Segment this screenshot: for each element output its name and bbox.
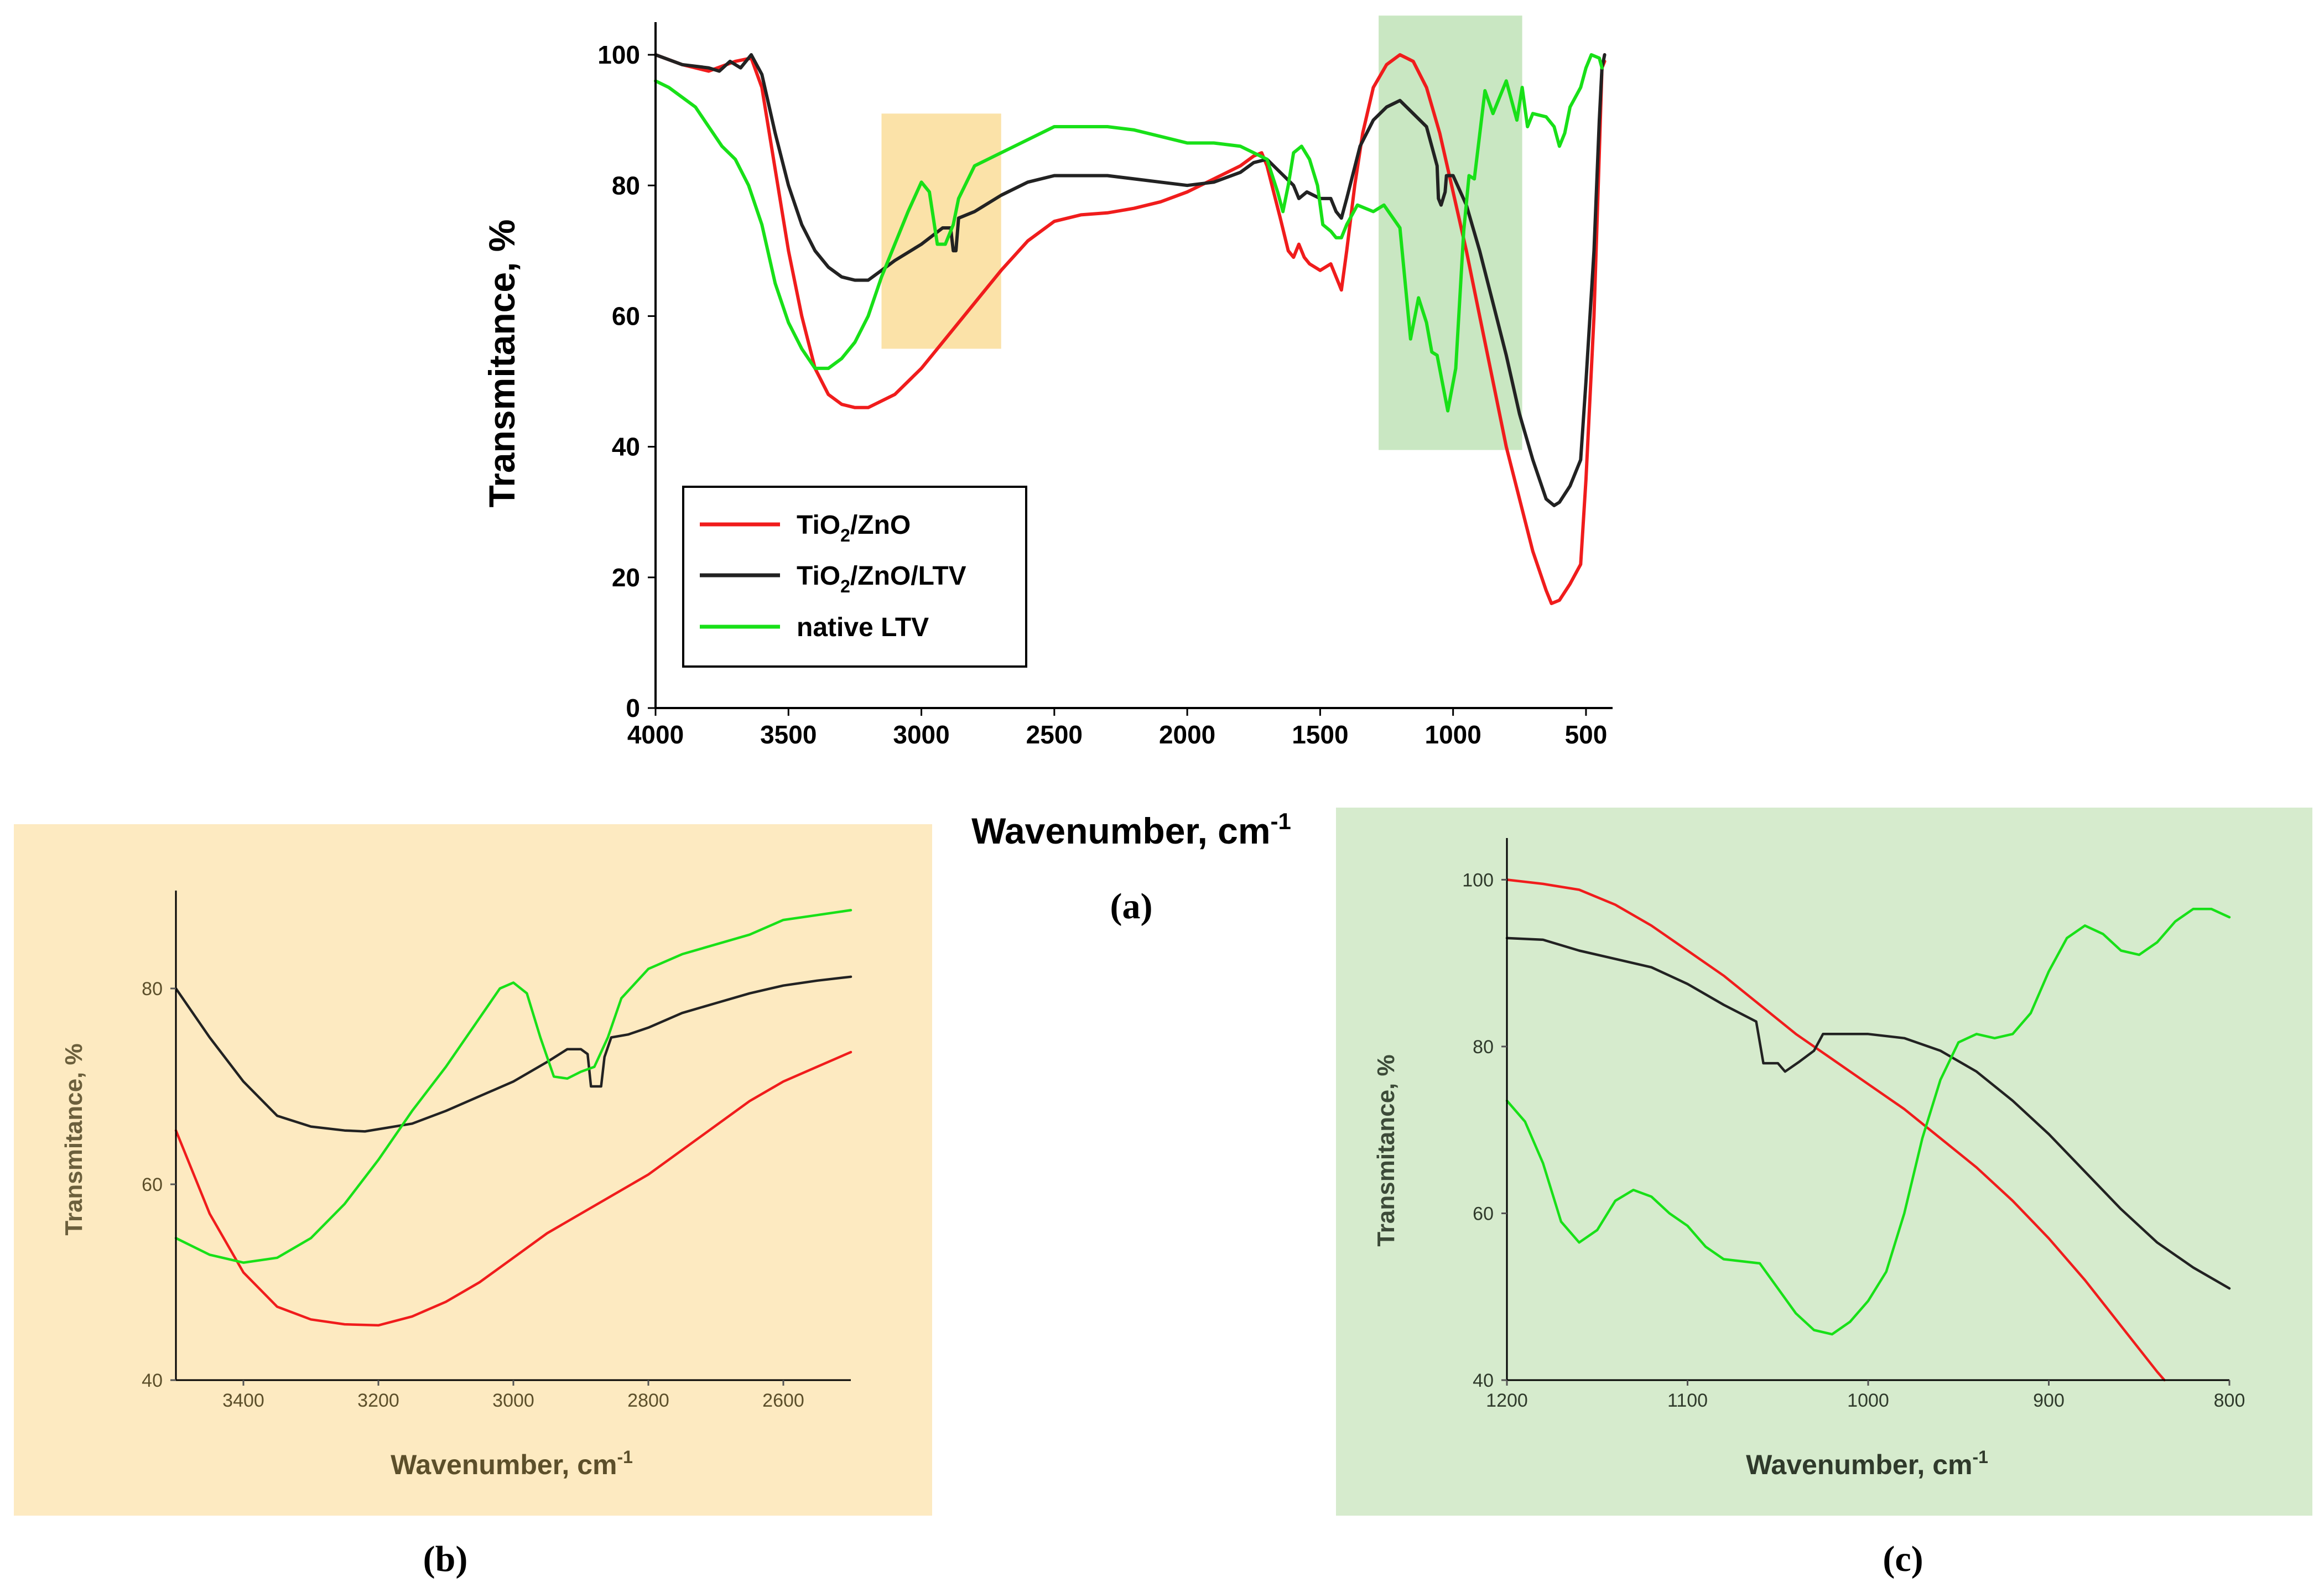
legend-label-tio2-zno: TiO2/ZnO: [797, 511, 911, 545]
caption-a: (a): [1110, 886, 1153, 927]
y-tick-label: 80: [1473, 1037, 1494, 1058]
x-tick-label: 800: [2214, 1390, 2245, 1411]
series-line-tio2-zno-ltv: [654, 53, 1606, 507]
caption-b: (b): [423, 1539, 468, 1579]
panel-b-series-lines: [174, 909, 852, 1327]
panel-b-ticks: 3400 3200 3000 2800 2600 40 60 80: [142, 979, 804, 1411]
panel-a-xlabel: Wavenumber, cm-1: [971, 808, 1291, 851]
panel-a-series-lines: [654, 53, 1606, 605]
panel-c-background: [1336, 808, 2312, 1516]
x-tick-label: 1100: [1667, 1390, 1708, 1411]
x-tick-label: 2500: [1026, 720, 1083, 749]
panel-a-chart: 4000 3500 3000 2500 2000 1500 1000 500 0 20 40 60 80…: [481, 15, 1613, 927]
highlight-region-2: [1379, 15, 1522, 450]
panel-a-legend: TiO2/ZnO TiO2/ZnO/LTV native LTV: [682, 486, 1027, 668]
y-tick-label: 40: [142, 1370, 163, 1391]
panel-c-chart: 1200 1100 1000 900 800 40 60 80 100 Transmitance…: [1372, 838, 2245, 1579]
panel-a-highlight-regions: [881, 15, 1522, 450]
y-tick-label: 40: [612, 433, 640, 461]
x-tick-label: 2800: [627, 1390, 669, 1411]
series-line-native-ltv: [654, 53, 1604, 413]
panel-a-xlabel-sup: -1: [1271, 808, 1291, 834]
y-tick-label: 40: [1473, 1370, 1494, 1391]
panel-c-ylabel: Transmitance, %: [1372, 1054, 1400, 1246]
panel-b-chart: 3400 3200 3000 2800 2600 40 60 80 Transmitance,…: [60, 891, 852, 1579]
x-tick-label: 3500: [760, 720, 817, 749]
panel-a-ylabel: Transmitance, %: [481, 220, 522, 508]
x-tick-label: 1200: [1486, 1390, 1528, 1411]
x-tick-label: 3200: [357, 1390, 399, 1411]
panel-b-ylabel: Transmitance, %: [60, 1043, 87, 1235]
series-line-tio2-zno-ltv: [1505, 936, 2231, 1290]
series-line-tio2-zno: [654, 53, 1606, 605]
panel-a-xlabel-text: Wavenumber, cm: [971, 810, 1270, 851]
panel-c-ticks: 1200 1100 1000 900 800 40 60 80 100: [1462, 870, 2245, 1411]
y-tick-label: 80: [142, 979, 163, 1000]
x-tick-label: 3400: [222, 1390, 264, 1411]
legend-box: [682, 486, 1027, 668]
x-tick-label: 500: [1565, 720, 1608, 749]
legend-label-native-ltv: native LTV: [797, 613, 929, 642]
y-tick-label: 0: [626, 694, 640, 722]
x-tick-label: 1000: [1847, 1390, 1889, 1411]
caption-c: (c): [1883, 1539, 1923, 1579]
x-tick-label: 3000: [893, 720, 949, 749]
series-line-native-ltv: [1505, 907, 2231, 1336]
y-tick-label: 100: [1462, 870, 1494, 891]
x-tick-label: 900: [2033, 1390, 2065, 1411]
panel-a-ticks: 4000 3500 3000 2500 2000 1500 1000 500 0 20 40 60 80…: [597, 40, 1607, 749]
y-tick-label: 100: [597, 40, 640, 69]
y-tick-label: 20: [612, 563, 640, 592]
x-tick-label: 4000: [627, 720, 684, 749]
y-tick-label: 60: [142, 1174, 163, 1195]
y-tick-label: 80: [612, 171, 640, 200]
x-tick-label: 2600: [762, 1390, 804, 1411]
panel-c-series-lines: [1505, 878, 2231, 1382]
legend-label-tio2-zno-ltv: TiO2/ZnO/LTV: [797, 561, 966, 596]
series-line-tio2-zno: [174, 1050, 852, 1327]
x-tick-label: 1500: [1292, 720, 1348, 749]
panel-b-xlabel: Wavenumber, cm-1: [391, 1447, 633, 1480]
series-line-native-ltv: [174, 909, 852, 1264]
y-tick-label: 60: [1473, 1203, 1494, 1224]
series-line-tio2-zno-ltv: [174, 975, 852, 1133]
x-tick-label: 3000: [492, 1390, 534, 1411]
y-tick-label: 60: [612, 302, 640, 331]
x-tick-label: 2000: [1159, 720, 1215, 749]
panel-b-background: [14, 824, 932, 1516]
panel-c-xlabel: Wavenumber, cm-1: [1746, 1447, 1988, 1480]
series-line-tio2-zno: [1505, 878, 2166, 1382]
x-tick-label: 1000: [1424, 720, 1481, 749]
